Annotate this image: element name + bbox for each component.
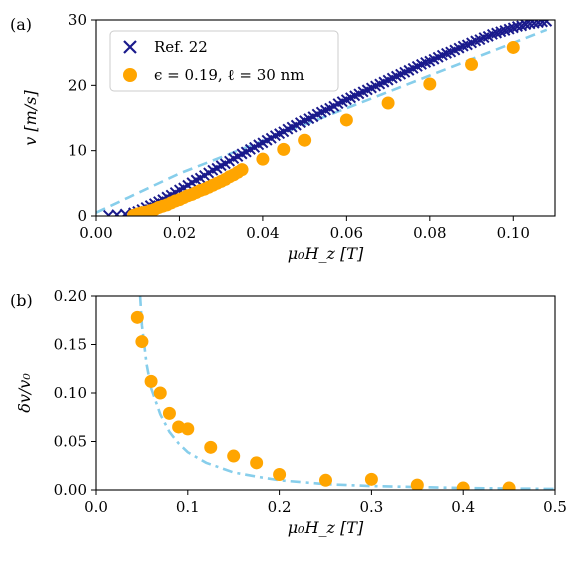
x-tick-label: 0.00 (79, 224, 112, 242)
x-tick-label: 0.08 (413, 224, 446, 242)
x-marker (111, 209, 123, 216)
circle-marker (162, 406, 176, 420)
circle-marker (364, 472, 378, 486)
circle-marker (339, 113, 353, 127)
circle-marker (381, 96, 395, 110)
panel-label: (b) (10, 291, 33, 310)
circle-marker (465, 57, 479, 71)
x-axis-label: μ₀H_z [T] (288, 244, 364, 263)
circle-marker (319, 473, 332, 487)
x-tick-label: 0.3 (359, 498, 383, 516)
plot-area-0 (96, 20, 553, 216)
x-tick-label: 0.1 (176, 498, 200, 516)
x-marker (103, 209, 115, 216)
y-tick-label: 0.05 (54, 433, 87, 451)
x-tick-label: 0.5 (543, 498, 567, 516)
y-tick-label: 0.00 (54, 481, 87, 499)
circle-marker (502, 481, 516, 490)
x-marker (119, 208, 131, 216)
legend-entry-label: ϵ = 0.19, ℓ = 30 nm (154, 66, 304, 84)
x-marker (520, 20, 532, 31)
y-tick-label: 0.10 (54, 384, 87, 402)
x-tick-label: 0.4 (451, 498, 475, 516)
circle-marker (181, 422, 195, 436)
x-marker (541, 20, 553, 27)
circle-marker (144, 374, 158, 388)
series-line (138, 296, 555, 490)
circle-marker (130, 310, 144, 324)
y-tick-label: 10 (68, 142, 87, 160)
circle-marker (204, 440, 218, 454)
legend-entry-label: Ref. 22 (154, 38, 208, 56)
y-tick-label: 0.20 (54, 287, 87, 305)
circle-marker (256, 152, 270, 166)
x-marker (524, 20, 536, 30)
x-tick-label: 0.02 (163, 224, 196, 242)
legend-box (109, 30, 339, 92)
x-tick-label: 0.10 (497, 224, 530, 242)
circle-marker (235, 163, 249, 177)
y-axis-label: v [m/s] (21, 90, 40, 146)
circle-marker (153, 386, 167, 400)
plot-area-1 (130, 296, 555, 490)
circle-marker (250, 456, 264, 470)
x-marker (536, 20, 548, 28)
y-tick-label: 0 (77, 207, 87, 225)
circle-marker (506, 40, 520, 54)
x-tick-label: 0.2 (268, 498, 292, 516)
y-axis-label: δv/v₀ (15, 373, 34, 413)
legend-circle-marker (123, 68, 137, 82)
circle-marker (273, 467, 287, 481)
circle-marker (456, 481, 470, 490)
axes-frame (95, 19, 556, 217)
circle-marker (423, 77, 437, 91)
circle-marker (298, 133, 312, 147)
legend-x-marker (123, 40, 137, 54)
x-tick-label: 0.04 (246, 224, 279, 242)
x-axis-label: μ₀H_z [T] (288, 518, 364, 537)
circle-marker (227, 449, 241, 463)
x-tick-label: 0.06 (330, 224, 363, 242)
y-tick-label: 0.15 (54, 336, 87, 354)
circle-marker (135, 335, 149, 349)
circle-marker (277, 142, 291, 156)
x-marker (532, 20, 544, 29)
circle-marker (410, 478, 424, 490)
x-tick-label: 0.0 (84, 498, 108, 516)
y-tick-label: 20 (68, 76, 87, 94)
y-tick-label: 30 (68, 11, 87, 29)
panel-label: (a) (10, 15, 32, 34)
x-marker (511, 21, 523, 33)
